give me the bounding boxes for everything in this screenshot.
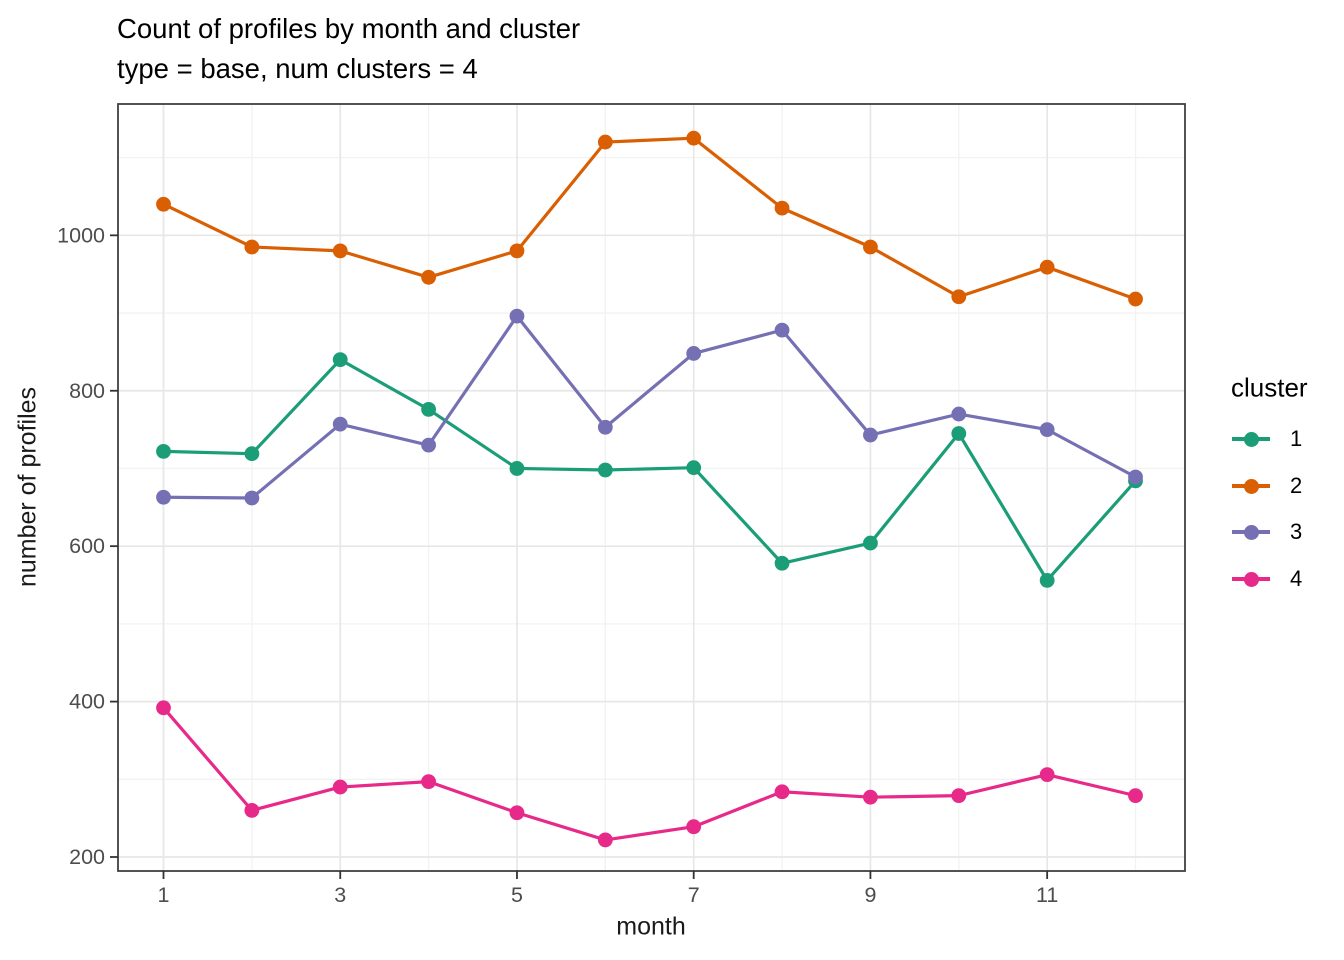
data-point-cluster-2	[421, 269, 437, 285]
legend-item-label: 4	[1290, 566, 1303, 591]
data-point-cluster-3	[1039, 422, 1055, 438]
data-point-cluster-3	[332, 416, 348, 432]
chart-title: Count of profiles by month and cluster	[117, 13, 581, 44]
data-point-cluster-2	[332, 243, 348, 259]
data-point-cluster-3	[156, 489, 171, 505]
data-point-cluster-4	[686, 819, 702, 835]
data-point-cluster-4	[1039, 767, 1055, 783]
data-point-cluster-2	[863, 239, 878, 255]
data-point-cluster-4	[951, 788, 967, 804]
legend-item-cluster-1: 1	[1232, 426, 1303, 451]
y-tick-label: 400	[69, 690, 105, 714]
legend-key-icon	[1232, 429, 1270, 449]
data-point-cluster-1	[156, 443, 171, 459]
legend-item-cluster-3: 3	[1232, 519, 1303, 544]
data-point-cluster-3	[1128, 469, 1143, 485]
data-point-cluster-2	[597, 134, 613, 150]
series-line-cluster-2	[162, 136, 1137, 301]
data-point-cluster-1	[774, 555, 790, 571]
data-point-cluster-1	[421, 402, 437, 417]
legend-key-icon	[1232, 522, 1270, 542]
data-point-cluster-3	[863, 427, 878, 443]
data-point-cluster-4	[421, 774, 437, 790]
data-point-cluster-1	[951, 426, 967, 441]
data-point-cluster-4	[509, 805, 525, 821]
x-tick-label: 3	[334, 883, 346, 907]
y-tick-label: 1000	[57, 223, 105, 247]
data-point-cluster-1	[332, 352, 348, 368]
legend-title: cluster	[1231, 372, 1308, 403]
data-point-cluster-3	[686, 346, 702, 361]
data-point-cluster-2	[1128, 291, 1143, 307]
x-tick-label: 7	[688, 883, 700, 907]
legend-item-label: 3	[1290, 519, 1303, 544]
series-line-cluster-1	[163, 358, 1137, 582]
legend-key-icon	[1232, 476, 1270, 496]
x-tick-label: 11	[1036, 883, 1058, 907]
panel-border	[117, 103, 1186, 872]
data-point-cluster-1	[1039, 572, 1055, 588]
x-tick-label: 1	[158, 883, 170, 907]
x-tick-label: 5	[511, 883, 523, 907]
data-point-cluster-4	[332, 779, 348, 795]
y-tick-label: 200	[69, 845, 105, 869]
data-point-cluster-4	[244, 802, 260, 818]
data-point-cluster-2	[1039, 259, 1055, 275]
data-point-cluster-2	[774, 200, 790, 216]
data-point-cluster-3	[421, 437, 437, 453]
data-point-cluster-3	[951, 406, 967, 422]
data-point-cluster-2	[509, 243, 525, 259]
data-point-cluster-1	[597, 462, 613, 478]
data-point-cluster-2	[951, 289, 967, 305]
data-point-cluster-3	[774, 322, 790, 338]
data-point-cluster-4	[863, 789, 878, 805]
data-point-cluster-1	[244, 446, 260, 462]
legend-item-cluster-4: 4	[1232, 566, 1303, 591]
x-axis-title: month	[616, 912, 686, 941]
legend-item-label: 1	[1290, 426, 1303, 451]
data-point-cluster-2	[244, 239, 260, 255]
data-point-cluster-4	[156, 700, 171, 716]
data-point-cluster-2	[686, 130, 702, 146]
y-tick-label: 600	[69, 534, 105, 558]
legend-item-label: 2	[1290, 473, 1303, 498]
data-point-cluster-4	[597, 832, 613, 848]
series-line-cluster-3	[163, 314, 1137, 500]
chart-subtitle: type = base, num clusters = 4	[117, 53, 478, 84]
data-point-cluster-1	[686, 460, 702, 476]
series-line-cluster-4	[162, 706, 1136, 842]
y-tick-label: 800	[69, 379, 105, 403]
data-point-cluster-3	[244, 490, 260, 506]
data-point-cluster-1	[509, 461, 525, 476]
data-point-cluster-3	[509, 308, 525, 324]
data-point-cluster-3	[597, 419, 613, 435]
data-point-cluster-4	[774, 784, 790, 800]
x-tick-label: 9	[864, 883, 876, 907]
data-point-cluster-4	[1128, 788, 1143, 804]
data-point-cluster-1	[863, 535, 878, 551]
legend-item-cluster-2: 2	[1232, 473, 1303, 498]
data-point-cluster-2	[156, 196, 171, 212]
legend-key-icon	[1232, 569, 1270, 589]
